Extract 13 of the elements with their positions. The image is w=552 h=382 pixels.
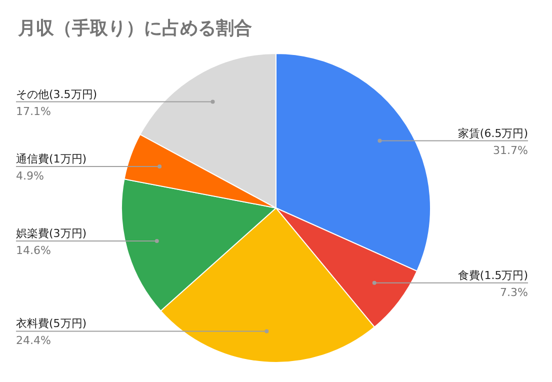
- chart-title: 月収（手取り）に占める割合: [18, 17, 252, 40]
- slice-label: 通信費(1万円): [16, 152, 87, 166]
- slice-label: 家賃(6.5万円): [458, 126, 528, 140]
- slice-label: 衣料費(5万円): [16, 317, 87, 330]
- slice-label: その他(3.5万円): [16, 88, 98, 101]
- slice-label: 食費(1.5万円): [458, 268, 528, 282]
- data-label: 31.7%: [493, 144, 528, 157]
- data-label: 14.6%: [16, 244, 51, 257]
- data-label: 4.9%: [16, 170, 44, 182]
- data-label: 7.3%: [500, 286, 528, 299]
- data-label: 17.1%: [16, 104, 51, 118]
- data-label: 24.4%: [16, 334, 51, 348]
- slice-label: 娯楽費(3万円): [16, 226, 87, 240]
